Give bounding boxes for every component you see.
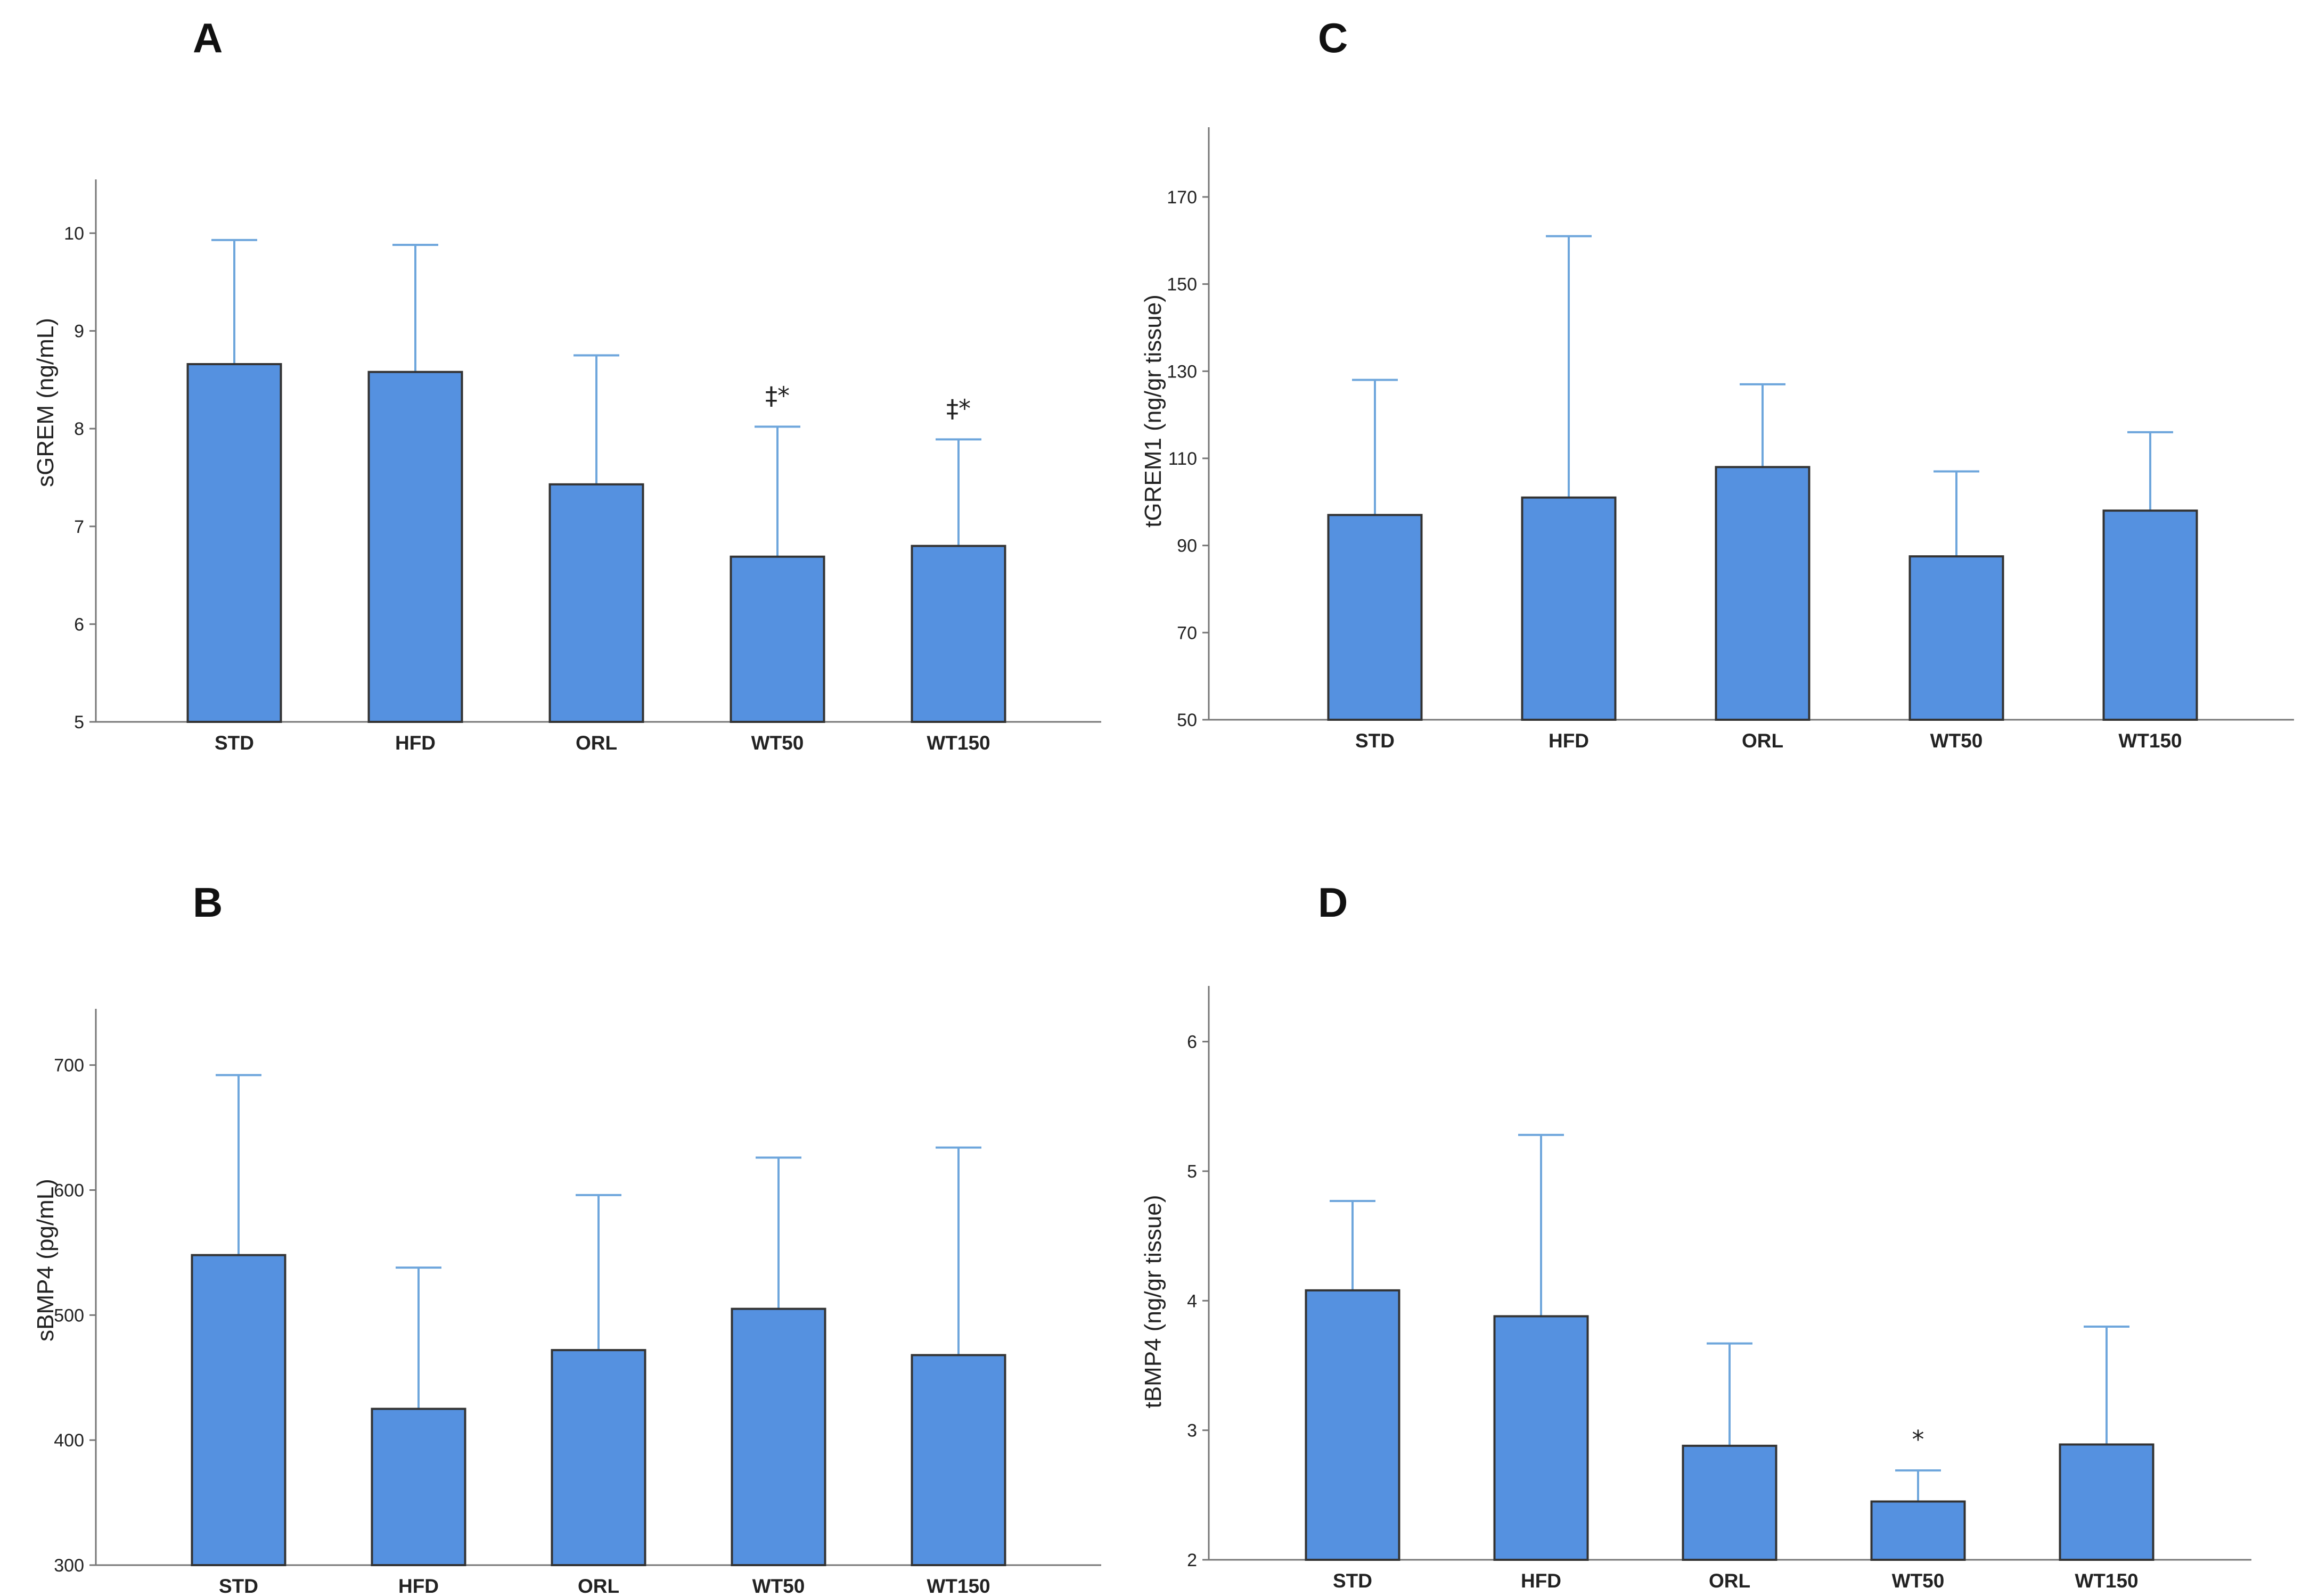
panel-label: C: [1318, 14, 1348, 61]
y-tick-label: 5: [74, 712, 84, 733]
y-tick-label: 9: [74, 322, 84, 342]
x-category-label: WT50: [752, 1575, 805, 1596]
y-tick-label: 400: [54, 1430, 84, 1451]
panel-c: C tGREM1 (ng/gr tissue) 50 70 90 110 130 150 1…: [1140, 14, 2294, 752]
y-tick-label: 130: [1167, 361, 1197, 382]
bar-hfd: [1493, 1315, 1589, 1561]
y-axis-title: tBMP4 (ng/gr tissue): [1140, 1195, 1166, 1408]
y-tick-label: 700: [54, 1056, 84, 1076]
y-tick-label: 500: [54, 1305, 84, 1326]
significance-marker: ‡*: [765, 382, 790, 410]
x-category-label: ORL: [1742, 730, 1783, 752]
panel-label: A: [193, 14, 223, 61]
y-tick-label: 4: [1187, 1291, 1197, 1311]
y-tick-label: 7: [74, 517, 84, 537]
x-category-label: HFD: [398, 1575, 439, 1596]
x-category-label: ORL: [578, 1575, 619, 1596]
y-tick-label: 2: [1187, 1550, 1197, 1570]
bar-std: [1305, 1289, 1400, 1561]
bar-hfd: [371, 1408, 466, 1567]
y-tick-label: 90: [1177, 536, 1197, 556]
y-tick-label: 150: [1167, 275, 1197, 295]
panel-a: A sGREM (ng/mL) 5 6 7 8 9 10 STD HFD ORL WT50 ‡* WT…: [32, 14, 1101, 754]
y-axis-title: sGREM (ng/mL): [32, 318, 59, 487]
bar-orl: [1715, 466, 1811, 721]
y-tick-label: 50: [1177, 710, 1197, 730]
y-axis-title: tGREM1 (ng/gr tissue): [1140, 294, 1166, 528]
bar-orl: [551, 1349, 646, 1566]
bar-wt150: [2059, 1443, 2154, 1561]
bar-wt50: [731, 1307, 826, 1566]
significance-marker: ‡*: [946, 394, 971, 423]
bar-wt150: [911, 545, 1006, 723]
x-category-label: HFD: [1521, 1570, 1561, 1592]
x-category-label: HFD: [1549, 730, 1589, 752]
x-category-label: WT50: [1930, 730, 1983, 752]
y-tick-label: 6: [74, 614, 84, 635]
y-tick-label: 10: [64, 224, 84, 244]
y-axis-title: sBMP4 (pg/mL): [32, 1179, 59, 1342]
bar-std: [191, 1254, 286, 1566]
bar-wt50: [1870, 1500, 1966, 1561]
x-category-label: WT150: [927, 732, 990, 754]
y-tick-label: 600: [54, 1181, 84, 1201]
x-category-label: STD: [1355, 730, 1395, 752]
panel-label: B: [193, 879, 223, 926]
bar-wt150: [2102, 509, 2198, 721]
x-category-label: WT50: [751, 732, 804, 754]
y-tick-label: 70: [1177, 623, 1197, 643]
bar-orl: [1682, 1444, 1777, 1561]
panel-label: D: [1318, 879, 1348, 926]
bar-hfd: [367, 371, 463, 723]
x-category-label: WT150: [927, 1575, 990, 1596]
x-category-label: STD: [215, 732, 254, 754]
x-category-label: WT150: [2075, 1570, 2138, 1592]
y-tick-label: 5: [1187, 1162, 1197, 1182]
x-category-label: STD: [1333, 1570, 1372, 1592]
y-tick-label: 8: [74, 419, 84, 439]
bar-wt50: [730, 555, 825, 723]
significance-marker: *: [1912, 1425, 1924, 1454]
bar-hfd: [1521, 496, 1617, 721]
x-category-label: WT150: [2118, 730, 2182, 752]
panel-b: B sBMP4 (pg/mL) 300 400 500 600 700 STD HFD ORL…: [32, 879, 1101, 1596]
bar-wt50: [1908, 555, 2004, 721]
y-tick-label: 110: [1168, 449, 1197, 469]
bar-orl: [548, 483, 644, 723]
x-category-label: ORL: [576, 732, 617, 754]
x-category-label: HFD: [395, 732, 436, 754]
y-tick-label: 300: [54, 1556, 84, 1576]
y-tick-label: 6: [1187, 1032, 1197, 1052]
x-category-label: STD: [219, 1575, 258, 1596]
bar-std: [186, 363, 282, 723]
bar-std: [1327, 514, 1423, 721]
x-category-label: WT50: [1892, 1570, 1945, 1592]
panel-d: D tBMP4 (ng/gr tissue) 2 3 4 5 6 STD HFD ORL WT5…: [1140, 879, 2251, 1592]
y-tick-label: 170: [1167, 187, 1197, 208]
y-tick-label: 3: [1187, 1421, 1197, 1441]
x-category-label: ORL: [1709, 1570, 1750, 1592]
bar-wt150: [911, 1354, 1006, 1566]
